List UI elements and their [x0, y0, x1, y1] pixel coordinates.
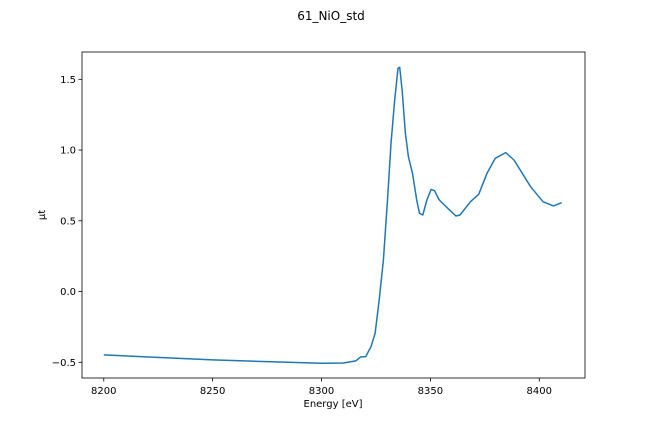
y-tick-label: 1.5 [60, 75, 76, 86]
chart-title: 61_NiO_std [297, 9, 365, 23]
x-tick-label: 8300 [309, 386, 334, 397]
y-axis-label: μt [37, 210, 48, 220]
y-tick-label: 0.0 [60, 287, 76, 298]
y-tick-label: 1.0 [60, 146, 76, 157]
x-axis: 8200 8250 8300 8350 8400 [91, 378, 552, 397]
y-axis: −0.5 0.0 0.5 1.0 1.5 [52, 75, 82, 369]
y-tick-label: −0.5 [52, 358, 76, 369]
x-tick-label: 8350 [418, 386, 443, 397]
axes-frame [81, 51, 586, 379]
x-axis-label: Energy [eV] [304, 399, 363, 410]
x-tick-label: 8400 [527, 386, 552, 397]
x-tick-label: 8250 [200, 386, 225, 397]
series-line-0 [103, 66, 562, 365]
plot-area [103, 66, 562, 365]
x-tick-label: 8200 [91, 386, 116, 397]
y-tick-label: 0.5 [60, 216, 76, 227]
